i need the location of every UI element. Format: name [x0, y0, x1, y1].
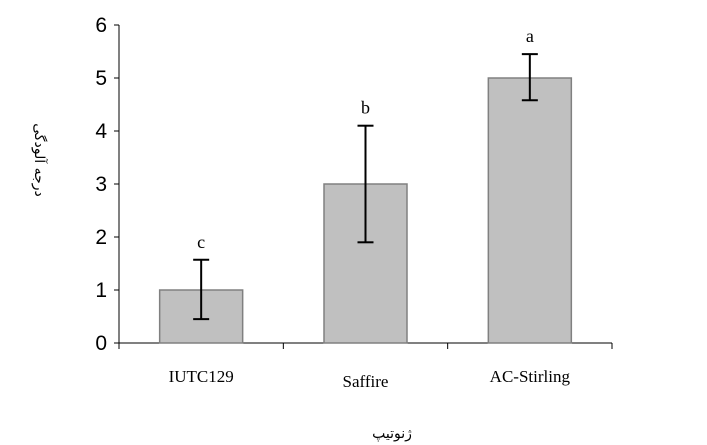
- significance-letter: c: [197, 232, 205, 252]
- y-tick-label: 2: [95, 226, 107, 249]
- x-tick-label: IUTC129: [169, 367, 234, 386]
- y-tick-label: 1: [95, 279, 107, 302]
- y-axis-title: درجه آلودگی: [31, 123, 48, 197]
- bar: [487, 77, 573, 344]
- labels: 0 1 2 3 4 5 6 c IUTC129 b Saffire a AC-Stirling: [95, 14, 570, 391]
- x-axis-title: ژنوتیپ: [372, 426, 412, 442]
- error-bars: [193, 53, 538, 321]
- y-tick-label: 6: [95, 14, 107, 37]
- bars: [158, 77, 573, 344]
- y-tick-label: 5: [95, 67, 107, 90]
- y-tick-label: 3: [95, 173, 107, 196]
- x-tick-label: AC-Stirling: [490, 367, 571, 386]
- y-tick-label: 0: [95, 332, 107, 355]
- y-tick-label: 4: [95, 120, 107, 143]
- x-tick-label: Saffire: [343, 372, 389, 391]
- significance-letter: b: [361, 98, 370, 118]
- significance-letter: a: [526, 26, 534, 46]
